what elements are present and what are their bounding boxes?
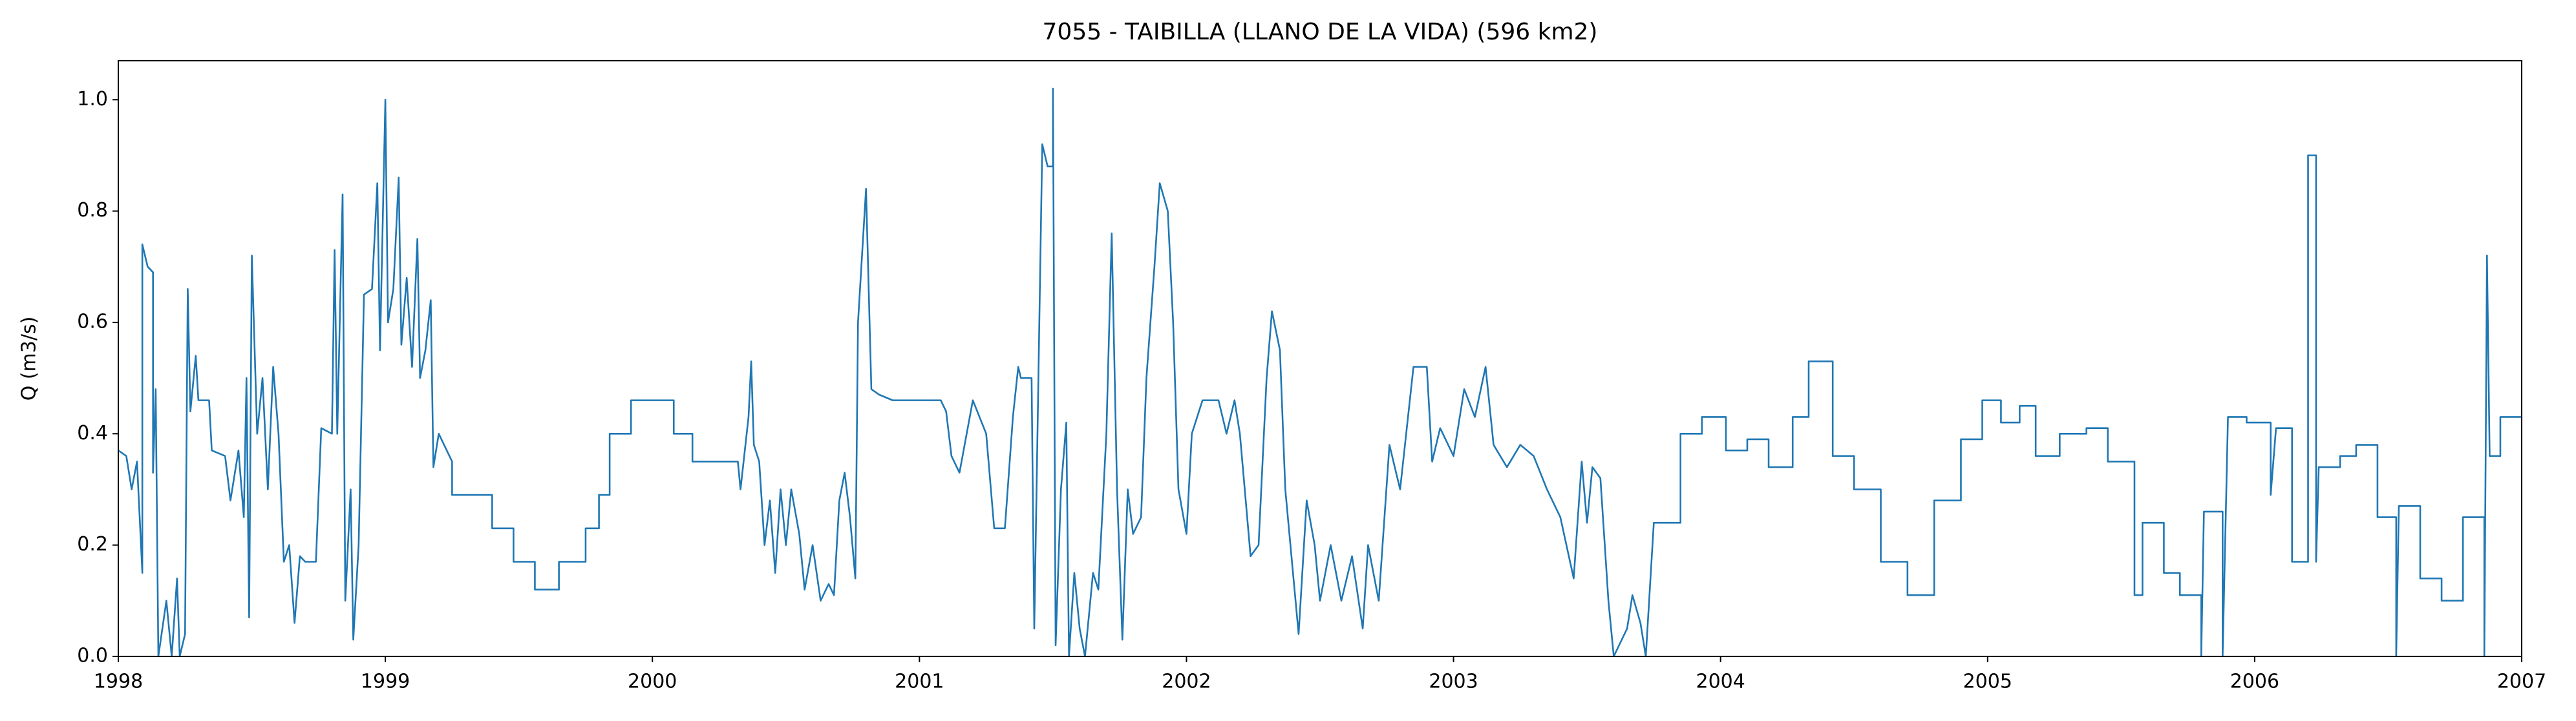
y-tick-label: 0.6 [77,310,108,333]
plot-frame [118,60,2522,657]
y-tick-label: 0.4 [77,422,108,444]
chart-title: 7055 - TAIBILLA (LLANO DE LA VIDA) (596 … [1043,19,1598,45]
x-tick-label: 2006 [2230,671,2279,693]
x-tick-label: 2005 [1963,671,2012,693]
y-tick-label: 0.2 [77,533,108,556]
y-axis-label: Q (m3/s) [18,317,41,401]
y-tick-label: 0.0 [77,645,108,667]
y-tick-label: 0.8 [77,199,108,222]
x-tick-label: 2007 [2497,671,2546,693]
x-tick-label: 2001 [895,671,944,693]
data-line [118,87,2522,658]
x-tick-label: 2004 [1696,671,1745,693]
x-tick-label: 2000 [628,671,677,693]
x-tick-label: 1999 [361,671,410,693]
plot-area: 1998 1999 2000 2001 2002 2003 2004 2005 2006 2007… [77,87,2546,693]
x-tick-label: 2003 [1429,671,1478,693]
x-tick-label: 2002 [1162,671,1211,693]
y-tick-label: 1.0 [77,88,108,110]
x-tick-label: 1998 [94,671,143,693]
